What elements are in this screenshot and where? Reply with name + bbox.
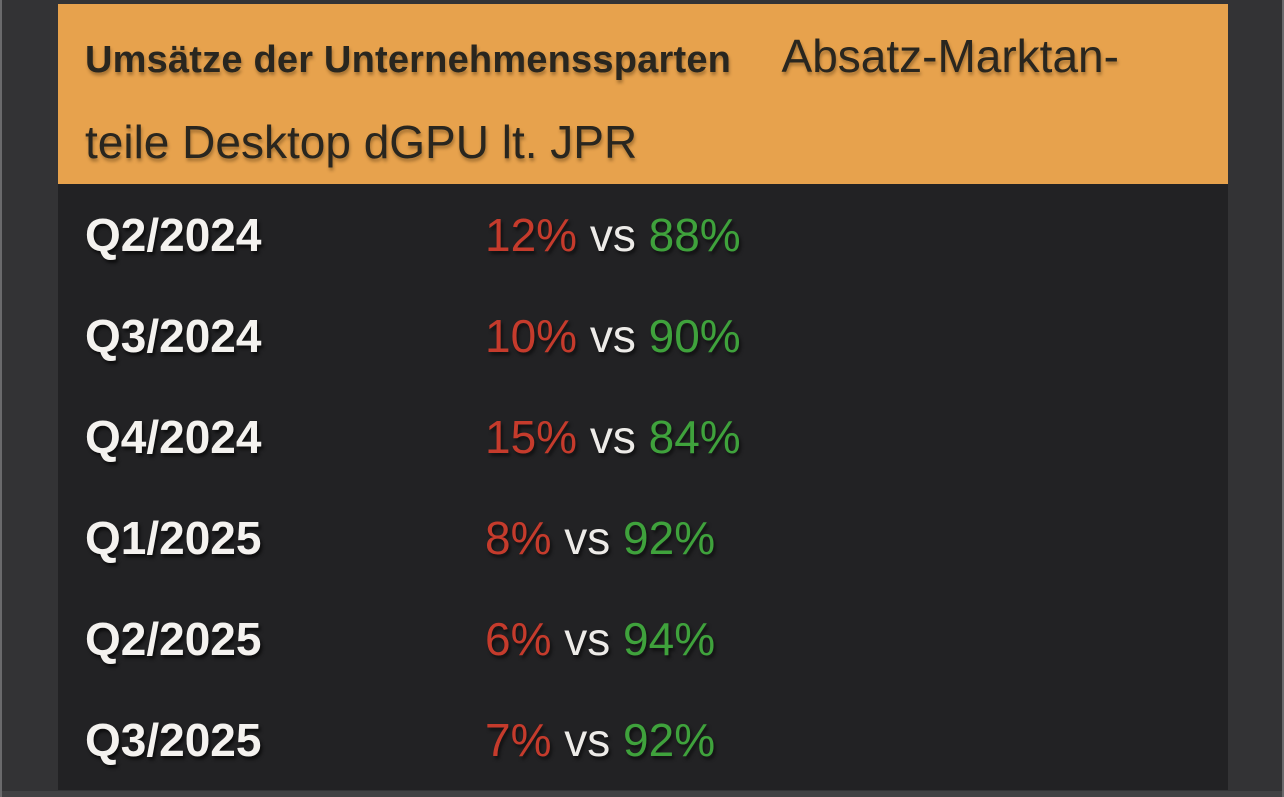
share-values: 7% vs 92%: [485, 713, 715, 767]
table-body: Q2/2024 12% vs 88% Q3/2024 10% vs 90% Q4…: [58, 184, 1228, 790]
green-share-value: 88%: [648, 208, 741, 261]
quarter-label: Q3/2024: [85, 309, 262, 362]
right-edge-line: [1282, 0, 1284, 797]
green-share-value: 92%: [623, 713, 716, 766]
market-share-table: Umsätze der Unternehmenssparten Absatz-M…: [58, 4, 1228, 790]
green-share-value: 92%: [623, 511, 716, 564]
red-share-value: 12%: [485, 208, 578, 261]
quarter-label: Q3/2025: [85, 713, 262, 766]
quarter-label: Q2/2025: [85, 612, 262, 665]
vs-label: vs: [564, 713, 611, 766]
table-row: Q4/2024 15% vs 84%: [58, 386, 1228, 487]
header-subtitle-line1: Absatz-Marktan-: [781, 30, 1119, 82]
share-values: 6% vs 94%: [485, 612, 715, 666]
table-header: Umsätze der Unternehmenssparten Absatz-M…: [58, 4, 1228, 184]
table-row: Q3/2025 7% vs 92%: [58, 689, 1228, 790]
green-share-value: 94%: [623, 612, 716, 665]
red-share-value: 6%: [485, 612, 552, 665]
table-row: Q2/2024 12% vs 88%: [58, 184, 1228, 285]
table-row: Q3/2024 10% vs 90%: [58, 285, 1228, 386]
vs-label: vs: [564, 612, 611, 665]
table-row: Q2/2025 6% vs 94%: [58, 588, 1228, 689]
vs-label: vs: [564, 511, 611, 564]
vs-label: vs: [589, 208, 636, 261]
left-edge-line: [0, 0, 2, 797]
red-share-value: 8%: [485, 511, 552, 564]
red-share-value: 10%: [485, 309, 578, 362]
bottom-strip: [2, 791, 1282, 797]
share-values: 10% vs 90%: [485, 309, 741, 363]
quarter-label: Q2/2024: [85, 208, 262, 261]
share-values: 8% vs 92%: [485, 511, 715, 565]
header-subtitle-line2: teile Desktop dGPU lt. JPR: [85, 116, 638, 168]
quarter-label: Q1/2025: [85, 511, 262, 564]
share-values: 12% vs 88%: [485, 208, 741, 262]
red-share-value: 15%: [485, 410, 578, 463]
share-values: 15% vs 84%: [485, 410, 741, 464]
green-share-value: 84%: [648, 410, 741, 463]
quarter-label: Q4/2024: [85, 410, 262, 463]
header-title-bold: Umsätze der Unternehmenssparten: [85, 39, 732, 81]
vs-label: vs: [589, 410, 636, 463]
vs-label: vs: [589, 309, 636, 362]
table-row: Q1/2025 8% vs 92%: [58, 487, 1228, 588]
red-share-value: 7%: [485, 713, 552, 766]
green-share-value: 90%: [648, 309, 741, 362]
